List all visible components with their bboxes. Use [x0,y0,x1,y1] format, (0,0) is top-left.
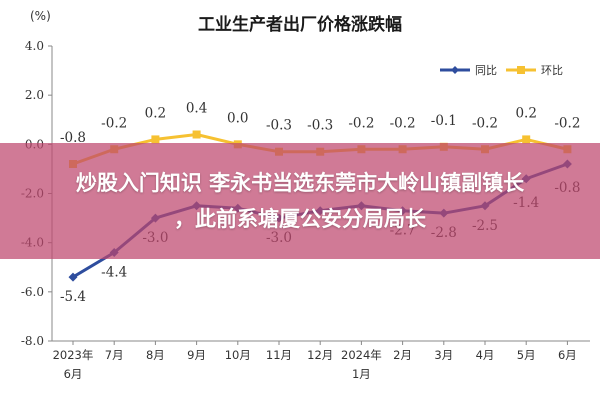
x-tick-label: 12月 [307,348,333,362]
legend-item: 同比 [440,64,497,77]
legend-marker [517,66,525,74]
data-label: -0.8 [60,130,86,146]
x-tick-label: 10月 [225,348,251,362]
data-label: -0.2 [472,115,498,131]
x-tick-label: 5月 [517,348,536,362]
data-label: -0.3 [266,118,292,134]
data-label: -0.2 [554,115,580,131]
y-tick-label: 4.0 [25,39,44,53]
data-label: -0.3 [307,118,333,134]
data-label: -0.2 [390,115,416,131]
x-tick-label: 7月 [105,348,124,362]
data-point-mom [192,130,201,139]
x-tick-label: 2024年 1月 [341,348,382,381]
y-axis-unit: (%) [30,9,51,23]
data-label: 0.2 [515,105,536,121]
data-label: -0.1 [431,113,457,129]
data-label: 0.4 [186,101,207,117]
x-tick-label: 11月 [266,348,292,362]
legend-label: 环比 [541,64,563,77]
y-tick-label: -6.0 [21,285,44,299]
overlay-headline-line-1: 炒股入门知识 李永书当选东莞市大岭山镇副镇长 [75,171,525,195]
x-tick-label: 4月 [476,348,495,362]
legend-marker [451,66,459,74]
data-label: -4.4 [101,265,127,281]
data-label: 0.2 [145,105,166,121]
data-point-mom [522,135,531,144]
data-label: -0.2 [101,115,127,131]
x-tick-label: 3月 [434,348,453,362]
x-tick-label: 2023年 6月 [53,348,94,381]
x-tick-label: 9月 [187,348,206,362]
data-label: -0.2 [348,115,374,131]
x-tick-label: 2月 [393,348,412,362]
y-tick-label: 2.0 [25,88,44,102]
x-tick-label: 8月 [146,348,165,362]
data-label: 0.0 [227,110,248,126]
data-point-yoy [68,272,78,282]
chart-title: 工业生产者出厂价格涨跌幅 [198,14,402,35]
overlay-banner: 炒股入门知识 李永书当选东莞市大岭山镇副镇长 ，此前系塘厦公安分局局长 [0,143,600,259]
data-label: -5.4 [60,289,86,305]
overlay-headline-line-2: ，此前系塘厦公安分局局长 [174,207,426,231]
legend-label: 同比 [475,64,497,77]
legend-item: 环比 [506,64,563,77]
x-tick-label: 6月 [558,348,577,362]
y-tick-label: -8.0 [21,334,44,348]
data-point-mom [151,135,160,144]
